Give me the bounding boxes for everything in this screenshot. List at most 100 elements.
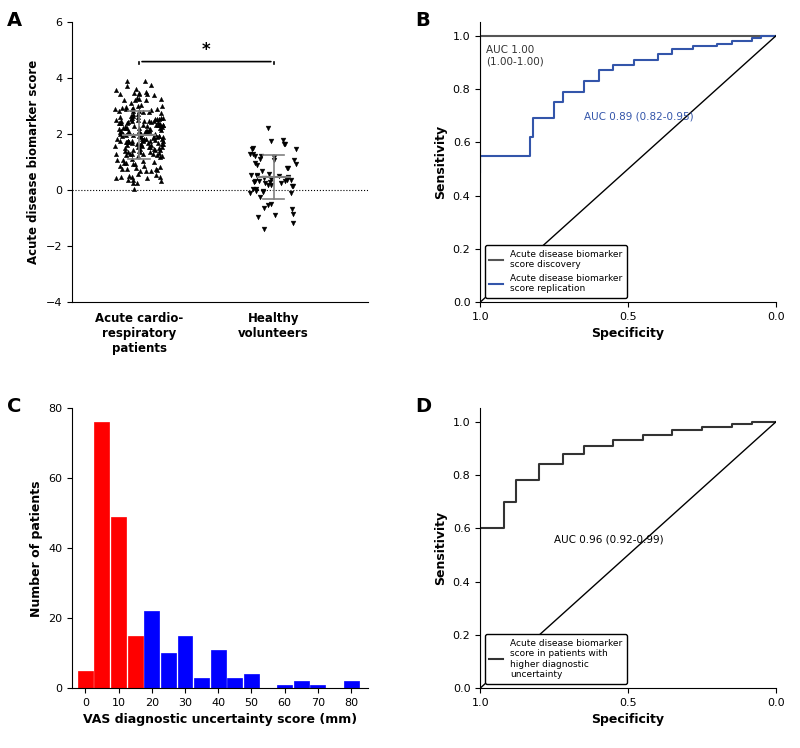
Point — [134, 146, 146, 158]
Point — [247, 148, 260, 160]
Point — [120, 129, 133, 141]
Point — [264, 176, 277, 188]
Point — [248, 175, 261, 187]
Point — [282, 171, 294, 183]
Point — [114, 115, 127, 127]
Bar — [144, 611, 159, 688]
Point — [134, 138, 147, 150]
Point — [125, 110, 138, 122]
Point — [132, 105, 145, 117]
Point — [137, 120, 150, 132]
Point — [121, 75, 134, 87]
Legend: Acute disease biomarker
score in patients with
higher diagnostic
uncertainty: Acute disease biomarker score in patient… — [485, 634, 626, 684]
Point — [148, 89, 161, 101]
Point — [142, 106, 155, 118]
Point — [250, 159, 263, 171]
Point — [126, 177, 139, 189]
Point — [118, 145, 131, 157]
Point — [262, 122, 274, 134]
Point — [126, 148, 138, 160]
Point — [150, 113, 163, 125]
Point — [267, 151, 280, 163]
Point — [143, 147, 156, 159]
Point — [118, 121, 131, 133]
Point — [256, 186, 269, 198]
Point — [134, 143, 146, 155]
Bar — [278, 684, 292, 688]
Point — [122, 135, 134, 147]
Point — [264, 198, 277, 210]
Point — [145, 139, 158, 151]
Point — [124, 147, 137, 159]
Point — [155, 141, 168, 153]
Point — [249, 157, 262, 169]
Point — [143, 141, 156, 153]
Point — [114, 88, 127, 100]
Point — [290, 143, 302, 155]
Point — [148, 128, 161, 140]
Point — [154, 93, 167, 105]
Point — [147, 132, 160, 144]
Point — [142, 115, 155, 127]
Point — [246, 142, 259, 154]
Y-axis label: Acute disease biomarker score: Acute disease biomarker score — [27, 60, 40, 265]
Point — [113, 117, 126, 129]
Point — [130, 162, 142, 174]
Point — [122, 126, 134, 138]
Bar — [210, 650, 226, 688]
Point — [155, 123, 168, 135]
Point — [245, 169, 258, 181]
Point — [114, 135, 126, 147]
Point — [127, 174, 140, 186]
Point — [141, 88, 154, 100]
Point — [153, 130, 166, 142]
Point — [109, 140, 122, 152]
Text: AUC 0.89 (0.82-0.95): AUC 0.89 (0.82-0.95) — [584, 112, 694, 122]
Point — [148, 115, 161, 127]
Point — [139, 165, 152, 177]
Point — [131, 168, 144, 180]
Point — [132, 87, 145, 99]
Point — [154, 171, 166, 183]
Point — [110, 172, 122, 184]
Point — [118, 142, 131, 154]
Point — [129, 83, 142, 95]
Point — [114, 117, 126, 129]
Point — [246, 183, 259, 195]
Text: *: * — [202, 41, 210, 59]
Point — [113, 123, 126, 135]
Point — [140, 125, 153, 137]
Y-axis label: Sensitivity: Sensitivity — [434, 511, 447, 586]
Point — [278, 176, 291, 188]
Point — [258, 224, 270, 236]
Point — [144, 165, 157, 177]
Point — [129, 158, 142, 170]
Point — [157, 135, 170, 147]
Point — [116, 129, 129, 141]
Point — [141, 173, 154, 185]
Point — [153, 142, 166, 154]
Bar — [244, 674, 259, 688]
Point — [110, 147, 123, 159]
Bar — [111, 517, 126, 688]
Point — [120, 135, 133, 147]
Point — [114, 128, 126, 140]
Point — [136, 140, 149, 152]
Point — [132, 100, 145, 112]
Point — [156, 138, 169, 150]
Point — [150, 164, 163, 176]
Point — [126, 153, 138, 165]
Point — [135, 129, 148, 141]
Point — [147, 156, 160, 168]
Point — [145, 104, 158, 116]
Point — [253, 191, 266, 203]
Point — [126, 110, 139, 122]
Point — [110, 114, 122, 126]
Point — [140, 133, 153, 145]
Point — [275, 177, 288, 188]
X-axis label: VAS diagnostic uncertainty score (mm): VAS diagnostic uncertainty score (mm) — [83, 714, 357, 726]
Point — [254, 153, 266, 165]
Point — [150, 162, 162, 174]
Point — [149, 144, 162, 156]
Text: A: A — [7, 11, 22, 30]
